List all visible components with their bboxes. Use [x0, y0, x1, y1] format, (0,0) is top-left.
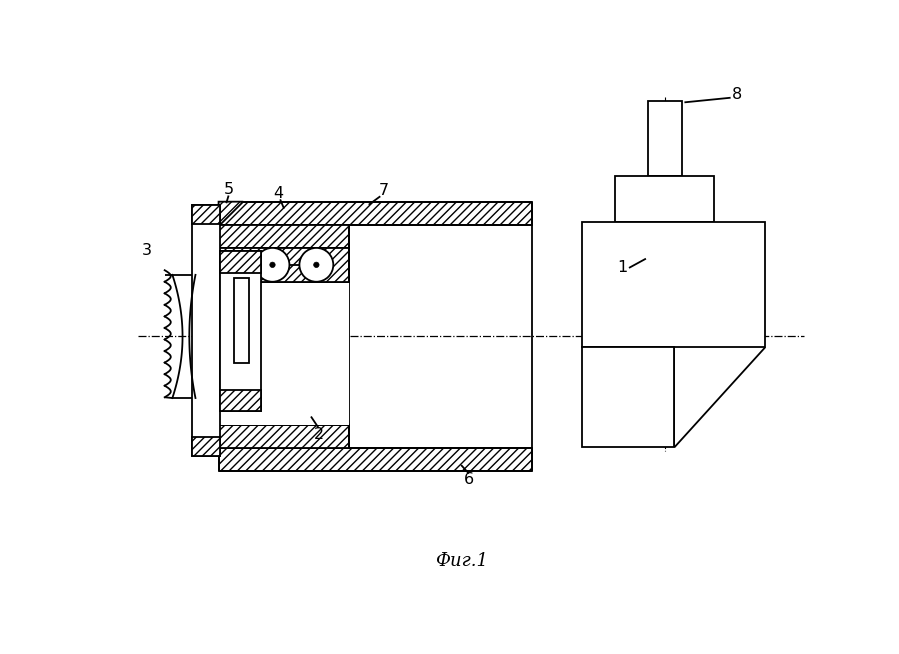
Bar: [582, 347, 674, 447]
Bar: [218, 225, 350, 248]
Circle shape: [270, 262, 275, 267]
Bar: [218, 248, 350, 425]
Bar: [218, 201, 532, 225]
Text: 7: 7: [379, 183, 389, 198]
Bar: [191, 436, 220, 456]
Circle shape: [255, 248, 289, 282]
Text: 1: 1: [618, 260, 628, 275]
Bar: [191, 205, 220, 456]
Bar: [218, 248, 350, 282]
Bar: [218, 425, 350, 448]
Circle shape: [299, 248, 334, 282]
Text: Фиг.1: Фиг.1: [434, 551, 487, 570]
Polygon shape: [218, 201, 244, 226]
Bar: [234, 278, 249, 362]
Bar: [220, 251, 261, 411]
Bar: [191, 205, 220, 224]
Text: 6: 6: [464, 472, 474, 487]
Bar: [220, 251, 261, 273]
Bar: [582, 222, 765, 347]
Circle shape: [314, 262, 319, 267]
Bar: [218, 448, 532, 471]
Text: 5: 5: [224, 182, 234, 197]
Bar: [220, 390, 261, 411]
Text: 3: 3: [142, 243, 152, 258]
Bar: [615, 177, 714, 222]
Bar: [648, 101, 682, 177]
Text: 8: 8: [732, 87, 742, 102]
Text: 2: 2: [314, 426, 324, 441]
Text: 4: 4: [272, 186, 283, 201]
